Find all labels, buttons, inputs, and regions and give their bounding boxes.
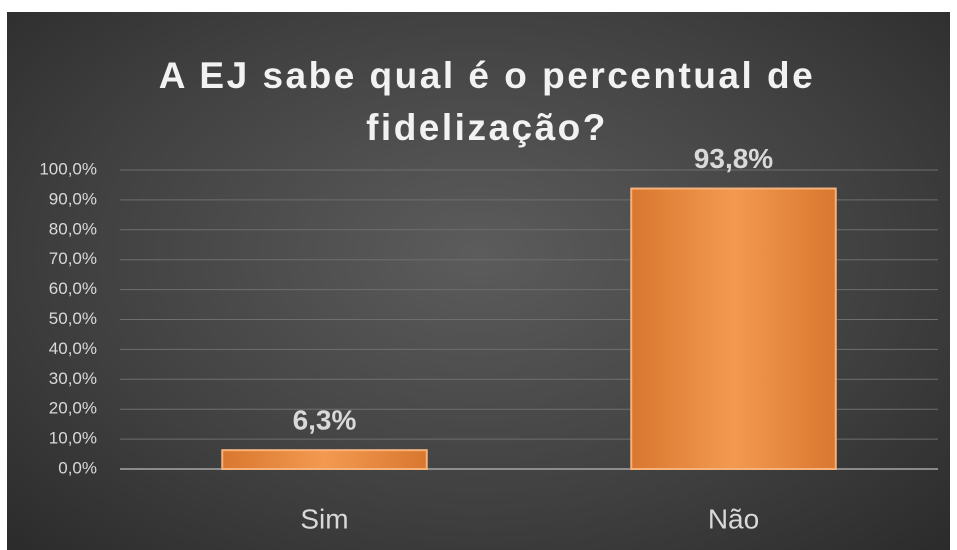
y-tick-label: 60,0% — [49, 279, 97, 298]
bar — [630, 187, 837, 470]
chart-title: A EJ sabe qual é o percentual de fideliz… — [158, 55, 816, 148]
y-tick-label: 70,0% — [49, 249, 97, 268]
value-label: 6,3% — [293, 405, 357, 436]
bar — [221, 449, 428, 470]
y-tick-label: 40,0% — [49, 339, 97, 358]
chart-area: 0,0% 10,0% 20,0% 30,0% 40,0% 50,0% 60,0% 70,0% 8… — [7, 12, 950, 550]
x-tick-label: Sim — [300, 503, 348, 534]
value-label: 93,8% — [694, 143, 773, 174]
y-tick-label: 50,0% — [49, 309, 97, 328]
y-tick-label: 20,0% — [49, 399, 97, 418]
y-tick-label: 30,0% — [49, 369, 97, 388]
chart: 0,0% 10,0% 20,0% 30,0% 40,0% 50,0% 60,0% 70,0% 8… — [39, 143, 938, 534]
y-tick-label: 90,0% — [49, 189, 97, 208]
y-tick-label: 80,0% — [49, 219, 97, 238]
y-tick-label: 0,0% — [58, 458, 97, 477]
y-tick-label: 10,0% — [49, 429, 97, 448]
x-tick-label: Não — [708, 503, 759, 534]
y-tick-label: 100,0% — [39, 159, 97, 178]
